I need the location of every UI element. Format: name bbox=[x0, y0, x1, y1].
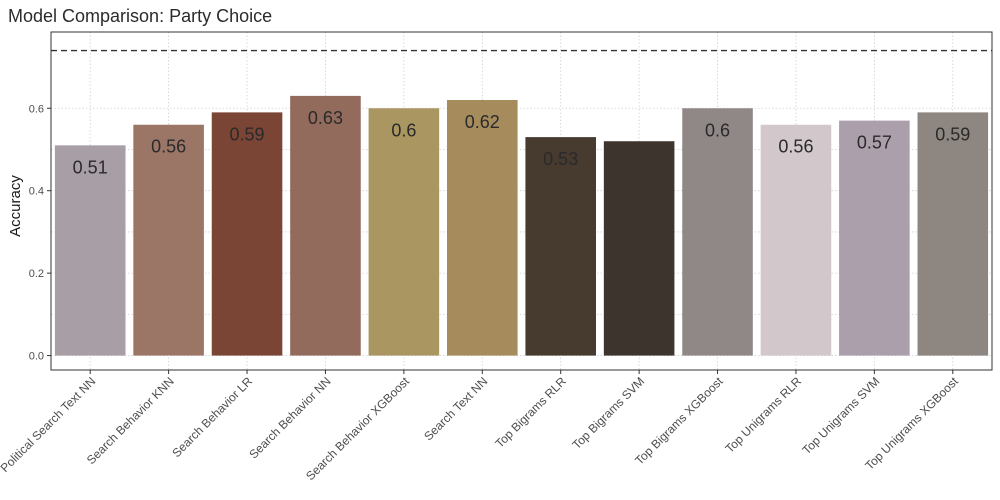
data-label: 0.56 bbox=[151, 137, 186, 157]
x-tick-label: Top Bigrams RLR bbox=[492, 374, 569, 451]
bar bbox=[682, 108, 753, 356]
bar bbox=[760, 124, 832, 356]
data-label: 0.59 bbox=[935, 124, 970, 144]
data-label: 0.6 bbox=[391, 120, 416, 140]
x-tick-label: Top Bigrams SVM bbox=[569, 374, 647, 452]
bar bbox=[525, 137, 596, 356]
bar bbox=[290, 95, 361, 356]
bars bbox=[54, 95, 989, 356]
bar bbox=[54, 145, 126, 356]
bar bbox=[133, 124, 204, 356]
bar bbox=[917, 112, 989, 356]
x-tick-label: Political Search Text NN bbox=[0, 374, 98, 475]
bar bbox=[447, 100, 518, 356]
chart-title: Model Comparison: Party Choice bbox=[8, 6, 272, 26]
data-label: 0.57 bbox=[857, 133, 892, 153]
x-tick-label: Search Text NN bbox=[421, 374, 490, 443]
data-label: 0.62 bbox=[465, 112, 500, 132]
data-label: 0.63 bbox=[308, 108, 343, 128]
data-labels: 0.51 0.56 0.59 0.63 0.6 0.62 0.53 0.6 0.56 0.57 0.… bbox=[73, 108, 971, 177]
bar bbox=[368, 108, 440, 356]
data-label: 0.59 bbox=[230, 124, 265, 144]
bar bbox=[603, 141, 675, 356]
x-tick-label: Top Unigrams RLR bbox=[722, 374, 804, 456]
bar bbox=[211, 112, 283, 356]
x-tick-label: Top Unigrams SVM bbox=[799, 374, 882, 457]
y-tick-label: 0.2 bbox=[29, 268, 44, 280]
data-label: 0.6 bbox=[705, 120, 730, 140]
y-tick-label: 0.0 bbox=[29, 351, 44, 363]
y-axis: 0.0 0.2 0.4 0.6 bbox=[29, 103, 51, 363]
x-tick-label: Search Behavior KNN bbox=[84, 374, 177, 467]
y-tick-label: 0.4 bbox=[29, 186, 44, 198]
y-axis-label: Accuracy bbox=[7, 175, 24, 237]
x-tick-label: Top Bigrams XGBoost bbox=[632, 374, 726, 468]
data-label: 0.51 bbox=[73, 157, 108, 177]
x-tick-label: Search Behavior LR bbox=[169, 374, 255, 460]
data-label: 0.56 bbox=[778, 137, 813, 157]
plot-frame bbox=[50, 31, 993, 371]
y-tick-label: 0.6 bbox=[29, 103, 44, 115]
bar bbox=[839, 120, 910, 356]
data-label: 0.53 bbox=[543, 149, 578, 169]
x-tick-label: Search Behavior NN bbox=[246, 374, 333, 461]
